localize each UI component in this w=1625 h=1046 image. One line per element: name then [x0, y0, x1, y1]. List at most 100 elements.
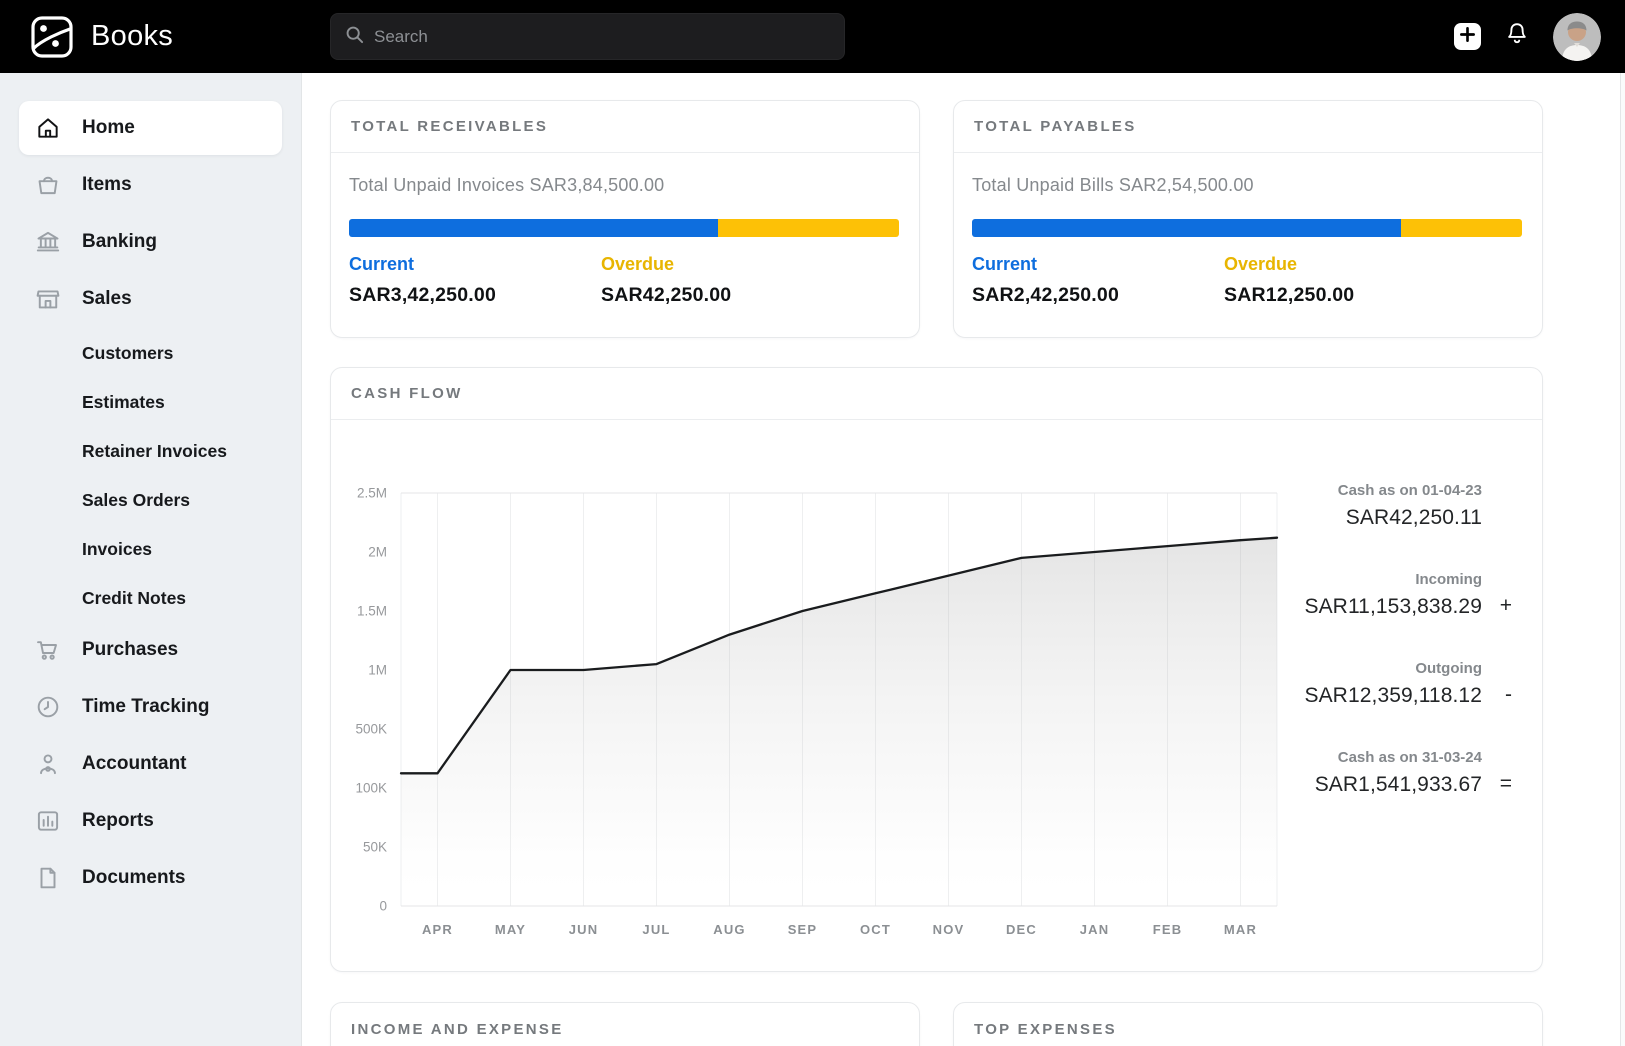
- receivables-current-label[interactable]: Current: [349, 254, 415, 274]
- svg-text:100K: 100K: [355, 781, 387, 796]
- clock-icon: [34, 694, 62, 720]
- sidebar-item-items[interactable]: Items: [19, 158, 282, 212]
- create-new-button[interactable]: [1454, 23, 1481, 50]
- payables-progress-bar: [972, 219, 1522, 237]
- svg-text:0: 0: [379, 899, 387, 914]
- search-input[interactable]: [374, 26, 830, 47]
- zoho-books-logo-icon: [30, 15, 74, 59]
- sidebar-item-purchases[interactable]: Purchases: [19, 623, 282, 677]
- cashflow-summary-amount: SAR11,153,838.29: [1304, 595, 1482, 618]
- cashflow-summary-row: Incoming SAR11,153,838.29 +: [1214, 571, 1514, 619]
- cashflow-summary-label: Cash as on 01-04-23: [1337, 482, 1482, 499]
- sidebar-item-reports[interactable]: Reports: [19, 794, 282, 848]
- person-icon: [34, 751, 62, 777]
- svg-text:1.5M: 1.5M: [357, 604, 387, 619]
- app-name: Books: [91, 20, 174, 52]
- sidebar-item-label: Home: [82, 117, 135, 138]
- svg-text:JAN: JAN: [1080, 922, 1110, 937]
- sidebar-item-label: Accountant: [82, 753, 187, 774]
- top-expenses-header: TOP EXPENSES: [954, 1003, 1542, 1046]
- search-icon: [345, 25, 364, 49]
- cashflow-chart: 0 50K 100K 500K 1M 1.5M 2M 2.5M APR MAY JUN JUL AUG S…: [355, 486, 1279, 937]
- cashflow-summary-label: Incoming: [1415, 571, 1482, 588]
- bell-icon: [1505, 21, 1529, 52]
- income-and-expense-title: INCOME AND EXPENSE: [351, 1020, 564, 1038]
- sidebar-item-accountant[interactable]: Accountant: [19, 737, 282, 791]
- sidebar-item-label: Documents: [82, 867, 186, 888]
- cashflow-summary-operator: -: [1505, 683, 1512, 706]
- payables-current-value: SAR2,42,250.00: [972, 284, 1119, 306]
- sidebar-item-label: Estimates: [82, 392, 165, 412]
- income-and-expense-header: INCOME AND EXPENSE: [331, 1003, 919, 1046]
- global-search[interactable]: [330, 13, 845, 60]
- total-receivables-title: TOTAL RECEIVABLES: [351, 118, 549, 135]
- sidebar-item-label: Invoices: [82, 539, 153, 559]
- page-scrollbar[interactable]: [1620, 73, 1625, 1046]
- cashflow-summary-label: Cash as on 31-03-24: [1337, 749, 1482, 766]
- notifications-button[interactable]: [1505, 21, 1529, 52]
- sidebar-item-label: Items: [82, 174, 132, 195]
- home-icon: [34, 115, 62, 141]
- cashflow-summary-amount: SAR42,250.11: [1345, 506, 1482, 529]
- svg-text:AUG: AUG: [713, 922, 746, 937]
- sidebar-item-label: Credit Notes: [82, 588, 187, 608]
- cart-icon: [34, 637, 62, 663]
- receivables-overdue-value: SAR42,250.00: [601, 284, 732, 306]
- svg-text:FEB: FEB: [1153, 922, 1183, 937]
- sidebar-item-credit-notes[interactable]: Credit Notes: [19, 574, 282, 623]
- receivables-current-segment: [349, 219, 718, 237]
- svg-text:OCT: OCT: [860, 922, 891, 937]
- sidebar-item-banking[interactable]: Banking: [19, 215, 282, 269]
- sidebar-item-retainer-invoices[interactable]: Retainer Invoices: [19, 427, 282, 476]
- cashflow-summary-operator: =: [1499, 772, 1512, 795]
- sidebar-item-label: Sales: [82, 288, 132, 309]
- svg-text:1M: 1M: [368, 663, 387, 678]
- sidebar-item-time-tracking[interactable]: Time Tracking: [19, 680, 282, 734]
- receivables-overdue-segment: [717, 219, 899, 237]
- sidebar-item-sales-orders[interactable]: Sales Orders: [19, 476, 282, 525]
- top-navigation-bar: Books: [0, 0, 1625, 73]
- app-logo[interactable]: Books: [30, 15, 173, 59]
- svg-text:DEC: DEC: [1006, 922, 1037, 937]
- sidebar-nav-list: Home Items Banking Sales Customers Estimates R…: [0, 101, 301, 905]
- sidebar-item-home[interactable]: Home: [19, 101, 282, 155]
- svg-text:NOV: NOV: [933, 922, 965, 937]
- cash-flow-card: CASH FLOW 0 50K 100K 500K 1M 1.5M 2M 2.5M APR MAY…: [330, 367, 1543, 972]
- sidebar-item-documents[interactable]: Documents: [19, 851, 282, 905]
- sidebar-item-label: Customers: [82, 343, 174, 363]
- bank-icon: [34, 229, 62, 255]
- sidebar-item-label: Retainer Invoices: [82, 441, 227, 461]
- unpaid-bills-total: Total Unpaid Bills SAR2,54,500.00: [972, 175, 1254, 195]
- sidebar-item-sales[interactable]: Sales: [19, 272, 282, 326]
- sidebar-item-customers[interactable]: Customers: [19, 329, 282, 378]
- cashflow-summary-row: Cash as on 31-03-24 SAR1,541,933.67 =: [1214, 749, 1514, 797]
- payables-current-segment: [972, 219, 1401, 237]
- cash-flow-header: CASH FLOW: [331, 368, 1542, 420]
- cash-flow-title: CASH FLOW: [351, 385, 463, 402]
- plus-icon: [1459, 26, 1476, 48]
- svg-text:2.5M: 2.5M: [357, 486, 387, 501]
- payables-overdue-label[interactable]: Overdue: [1224, 254, 1298, 274]
- document-icon: [34, 865, 62, 891]
- sidebar-item-label: Sales Orders: [82, 490, 190, 510]
- svg-text:MAR: MAR: [1224, 922, 1257, 937]
- sidebar-item-label: Reports: [82, 810, 154, 831]
- sidebar-item-invoices[interactable]: Invoices: [19, 525, 282, 574]
- total-payables-title: TOTAL PAYABLES: [974, 118, 1137, 135]
- receivables-overdue-label[interactable]: Overdue: [601, 254, 675, 274]
- basket-icon: [34, 172, 62, 198]
- user-avatar[interactable]: [1553, 12, 1601, 61]
- cashflow-summary-operator: +: [1499, 594, 1512, 617]
- top-expenses-card: TOP EXPENSES: [953, 1002, 1543, 1046]
- payables-overdue-value: SAR12,250.00: [1224, 284, 1355, 306]
- dashboard-main: TOTAL RECEIVABLES Total Unpaid Invoices …: [302, 73, 1625, 1046]
- payables-current-label[interactable]: Current: [972, 254, 1038, 274]
- cashflow-summary-row: Cash as on 01-04-23 SAR42,250.11: [1214, 482, 1514, 530]
- sidebar-item-estimates[interactable]: Estimates: [19, 378, 282, 427]
- income-and-expense-card: INCOME AND EXPENSE: [330, 1002, 920, 1046]
- svg-text:APR: APR: [422, 922, 453, 937]
- total-payables-header: TOTAL PAYABLES: [954, 101, 1542, 153]
- total-receivables-card: TOTAL RECEIVABLES Total Unpaid Invoices …: [330, 100, 920, 338]
- svg-text:JUN: JUN: [569, 922, 599, 937]
- unpaid-invoices-total: Total Unpaid Invoices SAR3,84,500.00: [349, 175, 665, 195]
